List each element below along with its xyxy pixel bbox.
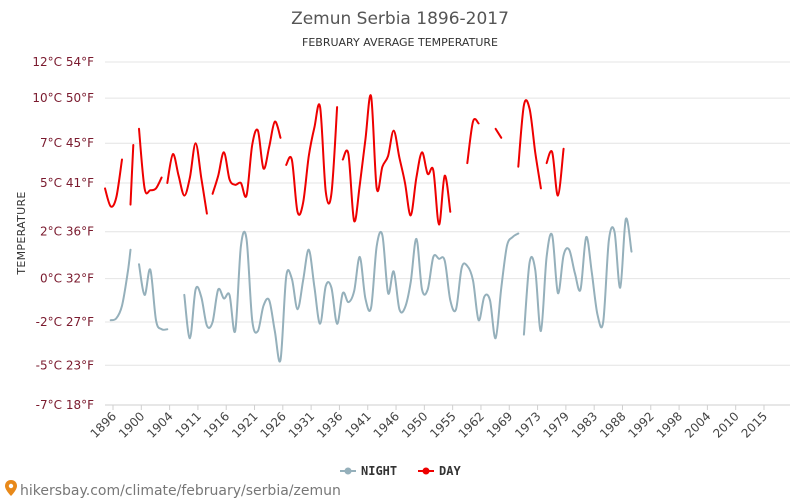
legend-swatch-marker bbox=[422, 467, 430, 475]
x-tick-label: 2015 bbox=[739, 409, 770, 440]
x-tick-label: 1950 bbox=[399, 409, 430, 440]
x-axis-ticks: 1896190019041911191619211926193119361941… bbox=[88, 405, 770, 441]
chart-subtitle: FEBRUARY AVERAGE TEMPERATURE bbox=[302, 36, 498, 49]
y-tick-label: 10°C 50°F bbox=[32, 91, 94, 105]
night-line bbox=[183, 230, 520, 363]
y-tick-label: -2°C 27°F bbox=[36, 315, 94, 329]
series-night bbox=[109, 217, 633, 363]
y-tick-label: 7°C 45°F bbox=[40, 136, 94, 150]
day-line bbox=[129, 144, 135, 206]
x-tick-label: 1911 bbox=[173, 409, 204, 440]
day-line bbox=[517, 99, 542, 190]
x-tick-label: 1921 bbox=[229, 409, 260, 440]
day-line bbox=[341, 94, 452, 226]
legend: NIGHT DAY bbox=[340, 464, 461, 478]
x-tick-label: 1979 bbox=[540, 409, 571, 440]
location-pin-dot bbox=[8, 483, 14, 489]
x-tick-label: 1900 bbox=[116, 409, 147, 440]
y-axis-ticks: 12°C 54°F 10°C 50°F 7°C 45°F 5°C 41°F 2°C 36… bbox=[32, 55, 94, 412]
day-line bbox=[466, 118, 480, 165]
day-line bbox=[211, 120, 282, 198]
x-tick-label: 1983 bbox=[569, 409, 600, 440]
x-tick-label: 1998 bbox=[654, 409, 685, 440]
x-tick-label: 1936 bbox=[314, 409, 345, 440]
day-line bbox=[138, 127, 163, 195]
night-line bbox=[522, 217, 633, 336]
x-tick-label: 1988 bbox=[597, 409, 628, 440]
x-tick-label: 1931 bbox=[286, 409, 317, 440]
x-tick-label: 1992 bbox=[625, 409, 656, 440]
legend-swatch-marker bbox=[344, 467, 352, 475]
day-line bbox=[545, 147, 565, 197]
legend-night: NIGHT bbox=[340, 464, 397, 478]
x-tick-label: 1941 bbox=[342, 409, 373, 440]
day-line bbox=[166, 142, 208, 215]
legend-day: DAY bbox=[418, 464, 461, 478]
night-line bbox=[109, 248, 132, 322]
legend-label: DAY bbox=[439, 464, 461, 478]
x-tick-label: 2004 bbox=[682, 409, 713, 440]
x-tick-label: 1896 bbox=[88, 409, 119, 440]
y-axis-label: TEMPERATURE bbox=[15, 191, 28, 275]
night-line bbox=[138, 263, 169, 331]
legend-label: NIGHT bbox=[361, 464, 397, 478]
x-tick-label: 1926 bbox=[257, 409, 288, 440]
source-credit[interactable]: hikersbay.com/climate/february/serbia/ze… bbox=[5, 480, 341, 499]
chart-title: Zemun Serbia 1896-2017 bbox=[291, 9, 509, 29]
x-tick-label: 1962 bbox=[456, 409, 487, 440]
y-tick-label: -5°C 23°F bbox=[36, 358, 94, 372]
x-tick-label: 2010 bbox=[710, 409, 741, 440]
x-tick-label: 1973 bbox=[512, 409, 543, 440]
y-tick-label: 12°C 54°F bbox=[32, 55, 94, 69]
x-tick-label: 1946 bbox=[371, 409, 402, 440]
y-tick-label: 2°C 36°F bbox=[40, 225, 94, 239]
day-line bbox=[285, 103, 339, 216]
x-tick-label: 1955 bbox=[427, 409, 458, 440]
day-line bbox=[104, 158, 123, 208]
y-tick-label: -7°C 18°F bbox=[36, 398, 94, 412]
series-day bbox=[104, 94, 565, 226]
source-link[interactable]: hikersbay.com/climate/february/serbia/ze… bbox=[20, 483, 341, 499]
series-layer bbox=[104, 94, 633, 363]
x-tick-label: 1904 bbox=[144, 409, 175, 440]
y-tick-label: 0°C 32°F bbox=[40, 272, 94, 286]
day-line bbox=[494, 127, 503, 139]
grid bbox=[105, 61, 790, 406]
x-tick-label: 1916 bbox=[201, 409, 232, 440]
x-tick-label: 1969 bbox=[484, 409, 515, 440]
y-tick-label: 5°C 41°F bbox=[40, 176, 94, 190]
